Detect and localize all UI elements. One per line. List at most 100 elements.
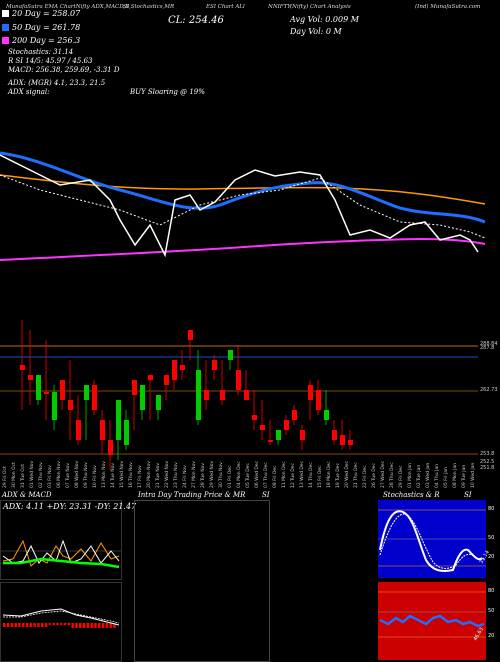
candle-body: [332, 430, 337, 440]
candle-body: [76, 420, 81, 440]
rsi-axis-50: 50: [488, 608, 495, 614]
macd-bar: [56, 623, 59, 625]
macd-bar: [37, 623, 40, 627]
close-price-label: CL: 254.46: [168, 15, 224, 26]
date-label: 04 Thu Jan: [435, 464, 440, 488]
day-volume-label: Day Vol: 0 M: [290, 27, 342, 36]
rsi-axis-20: 20: [488, 633, 495, 639]
orange-line: [0, 174, 486, 205]
rsi-panel: 80 50 20 46.63: [378, 582, 494, 660]
ema50-line: [0, 151, 486, 224]
macd-bar: [33, 623, 36, 627]
stoch-panel-si: SI: [464, 491, 472, 499]
date-label: 29 Wed Nov: [210, 460, 215, 488]
date-label: 07 Thu Dec: [264, 462, 269, 488]
date-label: 22 Fri Dec: [363, 465, 368, 488]
candle-body: [164, 375, 169, 385]
ema50-swatch: [2, 24, 9, 31]
date-label: 24 Fri Nov: [183, 465, 188, 488]
candle-body: [260, 425, 265, 430]
price-chart: [0, 320, 478, 470]
candle-body: [236, 370, 241, 390]
candle-body: [92, 385, 97, 410]
date-label: 09 Tue Jan: [462, 464, 467, 488]
candle-body: [220, 390, 225, 400]
date-label: 12 Tue Dec: [291, 463, 296, 488]
candle-body: [204, 390, 209, 400]
date-label: 03 Wed Jan: [426, 462, 431, 488]
adx-signal-value: BUY Sloaring @ 19%: [130, 88, 205, 96]
rsi-value: R SI 14/5: 45.97 / 45.63: [8, 57, 93, 65]
date-label: 22 Wed Nov: [165, 460, 170, 488]
macd-bar: [98, 623, 101, 628]
date-label: 04 Mon Dec: [237, 461, 242, 488]
candle-body: [212, 360, 217, 370]
candle-body: [172, 360, 177, 380]
candle-body: [292, 410, 297, 420]
date-label: 02 Tue Jan: [417, 464, 422, 488]
date-label: 20 Mon Nov: [147, 461, 152, 488]
date-label: 14 Thu Dec: [309, 462, 314, 488]
price-axis-label: 288.84: [480, 341, 498, 347]
macd-bar: [82, 623, 86, 628]
macd-bar: [86, 623, 90, 628]
date-label: 28 Thu Dec: [390, 462, 395, 488]
price-axis-label: 253.8: [480, 451, 495, 457]
stochastics-lines: [378, 509, 486, 572]
candle-body: [116, 400, 121, 440]
date-label: 01 Fri Dec: [228, 465, 233, 488]
adx-signal-label: ADX signal:: [8, 88, 50, 96]
date-label: 27 Mon Nov: [192, 461, 197, 488]
header-title-6: (Ind) MunafaSutra.com: [415, 4, 481, 10]
adx-values: ADX: 4.11 +DY: 23.31 -DY: 21.47: [3, 502, 137, 511]
macd-bar: [3, 623, 6, 627]
ema-chart: [0, 151, 486, 261]
adx-panel: ADX: 4.11 +DY: 23.31 -DY: 21.47: [0, 500, 136, 580]
header-title-5: (Nifty) Chart Analysis: [290, 4, 351, 10]
intraday-panel: [134, 500, 270, 662]
intraday-panel-title: Intra Day Trading Price & MR: [138, 491, 246, 499]
rsi-axis-80: 80: [488, 588, 495, 594]
candle-body: [228, 350, 233, 360]
macd-bar: [52, 623, 55, 625]
macd-bar: [60, 623, 63, 625]
avg-volume-label: Avg Vol: 0.009 M: [290, 15, 359, 24]
candle-body: [44, 392, 49, 394]
macd-bar: [71, 623, 74, 628]
intraday-panel-si: SI: [262, 491, 270, 499]
date-label: 11 Mon Dec: [282, 461, 287, 488]
date-label: 31 Tue Oct: [21, 463, 26, 488]
macd-bar: [14, 623, 17, 627]
candle-body: [324, 410, 329, 420]
macd-bar: [29, 623, 33, 627]
macd-bar: [63, 623, 67, 625]
date-label: 09 Thu Nov: [84, 462, 89, 488]
date-label: 17 Fri Nov: [138, 465, 143, 488]
date-label: 06 Mon Nov: [57, 461, 62, 488]
candle-body: [156, 395, 161, 410]
candle-body: [28, 375, 33, 380]
stoch-axis-20: 20: [488, 554, 495, 560]
date-label: 07 Tue Nov: [66, 462, 71, 488]
macd-lines: [2, 608, 120, 628]
macd-bar: [48, 623, 52, 625]
macd-bar: [90, 623, 93, 628]
date-label: 08 Mon Jan: [453, 462, 458, 488]
date-label: 26 Tue Dec: [372, 463, 377, 488]
macd-bar: [25, 623, 29, 627]
stoch-axis-80: 80: [488, 506, 495, 512]
header-title-1: MunafaSutra EMA ChartNifty ADX,MACD,B: [6, 4, 130, 10]
candle-body: [340, 435, 345, 445]
price-axis-label: 287.8: [480, 345, 495, 351]
candle-body: [84, 385, 89, 400]
candle-body: [316, 390, 321, 410]
candle-body: [276, 430, 281, 440]
macd-bar: [44, 623, 48, 627]
macd-bar: [41, 623, 44, 627]
candle-body: [52, 392, 57, 420]
stochastics-panel: 80 50 20 31.14: [378, 500, 494, 578]
stochastics-value: Stochastics: 31.14: [8, 48, 74, 56]
date-label: 27 Wed Dec: [381, 460, 386, 488]
date-label: 16 Thu Nov: [129, 462, 134, 488]
date-label: 20 Wed Dec: [345, 460, 350, 488]
